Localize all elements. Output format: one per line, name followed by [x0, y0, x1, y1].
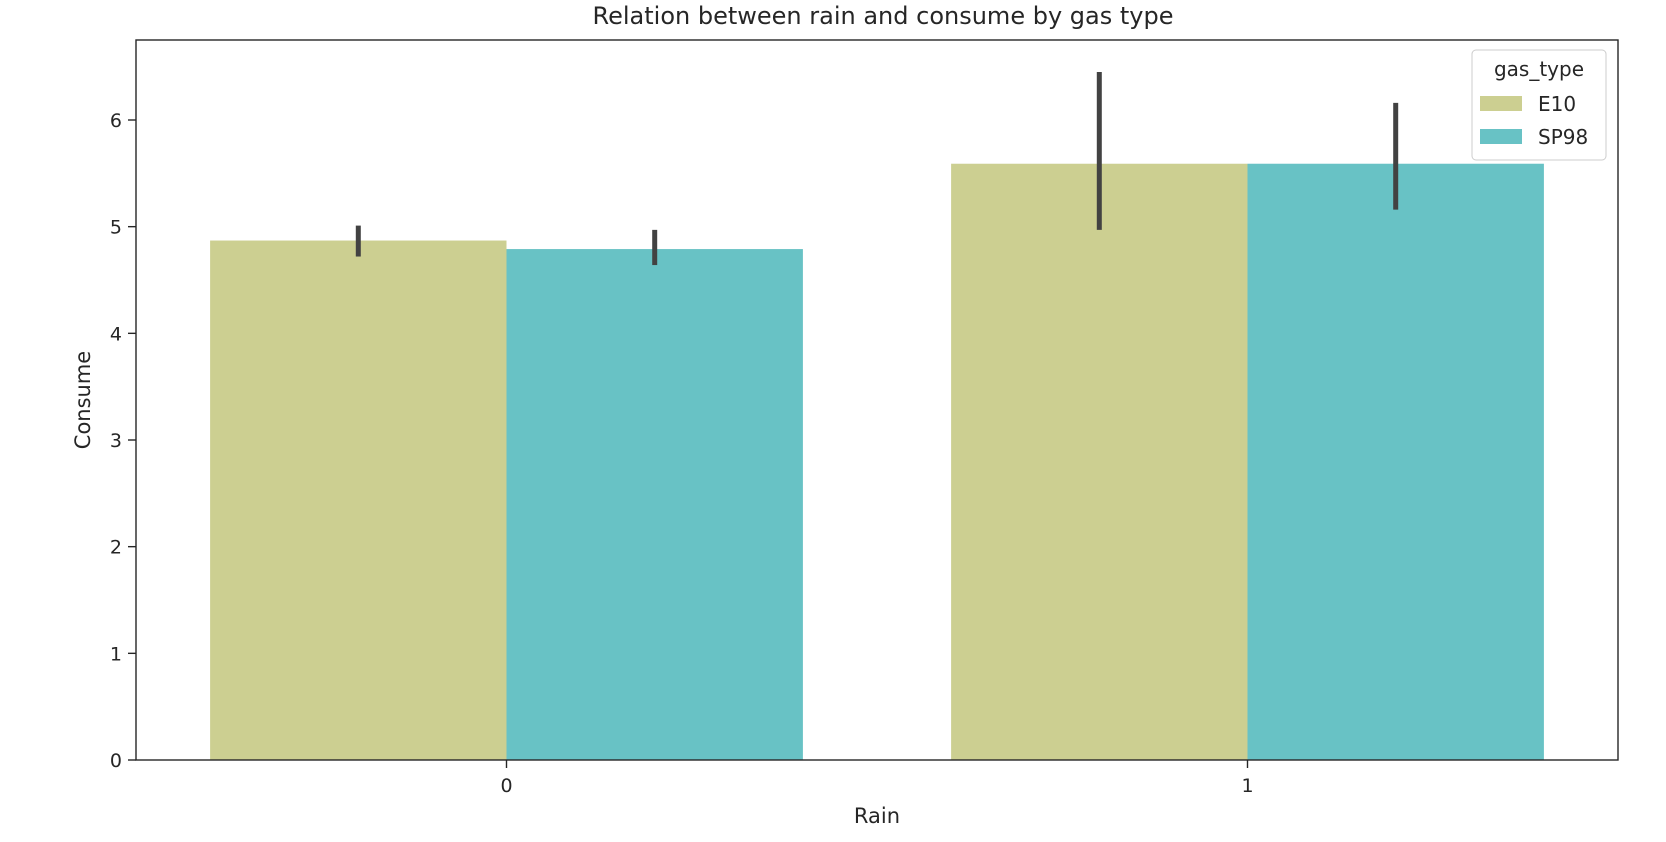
legend-title: gas_type [1494, 57, 1584, 81]
y-axis: 0 1 2 3 4 5 6 [110, 110, 136, 772]
bar-sp98-rain-0 [506, 249, 803, 761]
plot-frame [135, 39, 1619, 761]
bar-sp98-rain-1 [1247, 163, 1544, 760]
y-tick-label-5: 5 [110, 217, 122, 239]
y-axis-label: Consume [71, 351, 95, 449]
y-tick-label-1: 1 [110, 643, 122, 665]
bars-layer [210, 163, 1544, 761]
bar-e10-rain-1 [951, 163, 1248, 760]
bar-e10-rain-0 [210, 240, 507, 761]
y-tick-label-4: 4 [110, 323, 122, 345]
legend-label-sp98: SP98 [1538, 125, 1588, 149]
y-tick-label-6: 6 [110, 110, 122, 132]
chart-title: Relation between rain and consume by gas… [593, 2, 1174, 30]
legend-swatch-sp98 [1480, 129, 1522, 144]
legend-label-e10: E10 [1538, 92, 1576, 116]
legend[interactable]: gas_type E10 SP98 [1471, 49, 1607, 161]
y-tick-label-0: 0 [110, 750, 122, 772]
y-tick-label-2: 2 [110, 537, 122, 559]
y-tick-label-3: 3 [110, 430, 122, 452]
error-bars-layer [355, 72, 1399, 266]
legend-swatch-e10 [1480, 96, 1522, 111]
x-tick-label-0: 0 [500, 775, 512, 797]
x-tick-label-1: 1 [1241, 775, 1253, 797]
x-axis-label: Rain [854, 804, 900, 828]
